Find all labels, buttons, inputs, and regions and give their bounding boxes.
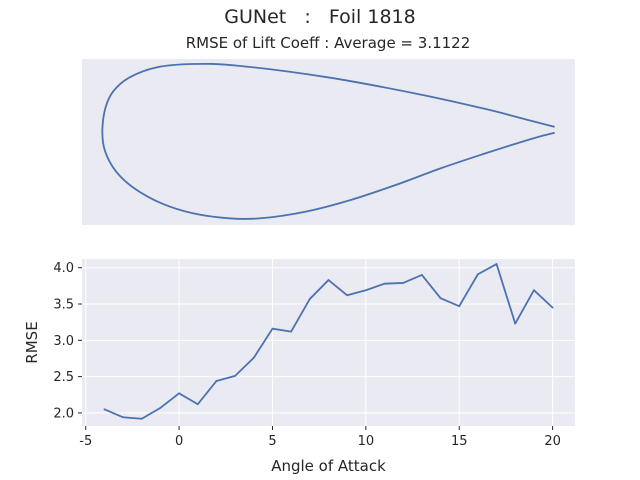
airfoil-panel-title: RMSE of Lift Coeff : Average = 3.1122 bbox=[185, 34, 471, 52]
airfoil-panel-background bbox=[82, 59, 575, 225]
airfoil-outline bbox=[101, 62, 555, 220]
x-tick-label: 0 bbox=[175, 434, 183, 449]
x-tick-label: 20 bbox=[544, 434, 561, 449]
rmse-data-point bbox=[103, 408, 106, 411]
y-tick-label: 2.0 bbox=[53, 406, 74, 421]
rmse-data-point bbox=[271, 327, 274, 330]
y-tick-label: 3.0 bbox=[53, 334, 74, 349]
y-tick-label: 4.0 bbox=[53, 261, 74, 276]
rmse-data-point bbox=[476, 273, 479, 276]
rmse-data-point bbox=[140, 417, 143, 420]
rmse-data-point bbox=[215, 380, 218, 382]
rmse-data-point bbox=[514, 322, 517, 325]
rmse-data-point bbox=[252, 356, 255, 359]
rmse-data-point bbox=[458, 305, 461, 308]
rmse-panel: -5 0 5 10 15 20 2.0 2.5 3.0 3.5 4.0 Angle of Attac… bbox=[23, 259, 575, 475]
rmse-data-point bbox=[402, 282, 405, 284]
rmse-data-point bbox=[234, 375, 237, 377]
rmse-data-point bbox=[420, 274, 423, 276]
rmse-grid bbox=[82, 259, 575, 426]
y-axis-label: RMSE bbox=[23, 321, 41, 363]
x-tick-label: 15 bbox=[451, 434, 468, 449]
y-tick-label: 2.5 bbox=[53, 370, 74, 385]
figure-title: GUNet : Foil 1818 bbox=[224, 6, 416, 28]
rmse-data-point bbox=[495, 263, 498, 265]
rmse-panel-background bbox=[82, 259, 575, 426]
x-tick-label: -5 bbox=[79, 434, 92, 449]
rmse-data-point bbox=[346, 294, 349, 297]
rmse-data-point bbox=[159, 406, 162, 409]
x-axis-label: Angle of Attack bbox=[271, 457, 386, 475]
rmse-data-point bbox=[178, 392, 181, 395]
x-tick-label: 5 bbox=[268, 434, 276, 449]
rmse-data-point bbox=[122, 416, 124, 419]
y-tick-label: 3.5 bbox=[53, 298, 74, 313]
x-tick-label: 10 bbox=[358, 434, 375, 449]
rmse-data-point bbox=[533, 289, 535, 292]
rmse-data-point bbox=[364, 289, 367, 292]
rmse-data-point bbox=[290, 330, 293, 333]
rmse-ticks: -5 0 5 10 15 20 2.0 2.5 3.0 3.5 4.0 bbox=[53, 261, 561, 449]
rmse-data-point bbox=[308, 298, 311, 300]
rmse-data-point bbox=[196, 403, 199, 406]
rmse-data-point bbox=[551, 306, 554, 309]
rmse-data-point bbox=[439, 297, 442, 300]
airfoil-panel bbox=[82, 59, 575, 225]
rmse-data-point bbox=[383, 282, 386, 285]
rmse-data-point bbox=[327, 279, 330, 281]
